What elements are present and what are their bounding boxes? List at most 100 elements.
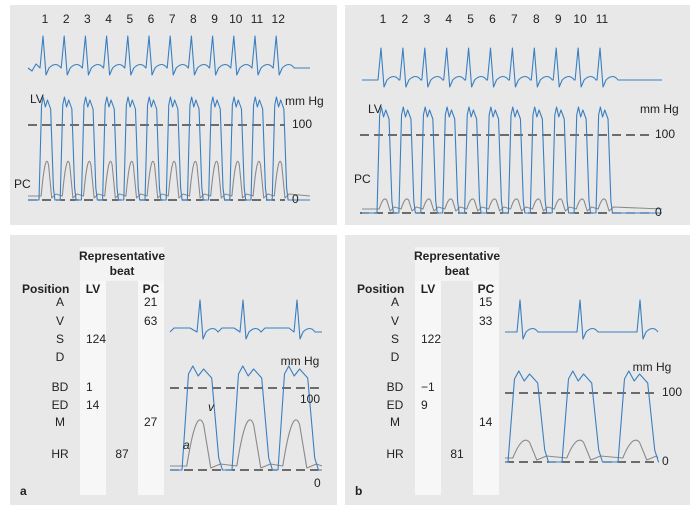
lv-column xyxy=(80,281,106,495)
unit-label: mm Hg xyxy=(633,360,672,374)
row-label: M xyxy=(55,415,65,429)
panel-background xyxy=(10,5,337,225)
panel-background xyxy=(10,235,337,505)
beat-number: 4 xyxy=(105,12,112,26)
pc-trace xyxy=(362,198,663,212)
lv-value: 122 xyxy=(421,332,441,346)
pc-value: 33 xyxy=(479,314,493,328)
lv-label: LV xyxy=(30,92,44,106)
pc-label: PC xyxy=(14,177,31,191)
table-header: Representative beat xyxy=(414,249,501,278)
beat-number: 9 xyxy=(211,12,218,26)
pressure-label: 0 xyxy=(655,205,662,219)
panel-letter: a xyxy=(20,484,27,498)
beat-number: 2 xyxy=(63,12,70,26)
beat-number: 3 xyxy=(84,12,91,26)
row-label: A xyxy=(391,295,399,309)
column-heading: Position xyxy=(22,282,69,296)
lv-trace xyxy=(28,96,310,201)
ecg-trace xyxy=(169,299,322,340)
beat-number: 11 xyxy=(596,12,609,26)
lv-value: 1 xyxy=(86,380,93,394)
lv-column xyxy=(415,281,441,495)
row-label: S xyxy=(391,332,399,346)
pc-trace xyxy=(28,160,311,199)
pc-value: 21 xyxy=(144,295,158,309)
column-heading: Position xyxy=(357,282,404,296)
pressure-label: 100 xyxy=(292,117,312,131)
row-label: HR xyxy=(386,447,404,461)
column-heading: LV xyxy=(86,282,100,296)
pc-value: 27 xyxy=(144,415,158,429)
beat-number: 7 xyxy=(511,12,518,26)
pressure-label: 0 xyxy=(314,476,321,490)
row-label: V xyxy=(391,314,399,328)
pc-value: 14 xyxy=(479,415,493,429)
header-box xyxy=(415,247,499,281)
pressure-label: 100 xyxy=(655,127,675,141)
unit-label: mm Hg xyxy=(285,94,324,108)
lv-trace xyxy=(505,370,660,463)
beat-number: 9 xyxy=(555,12,562,26)
beat-number: 4 xyxy=(445,12,452,26)
panel-background xyxy=(345,5,690,225)
pc-trace xyxy=(170,419,323,469)
unit-label: mm Hg xyxy=(640,102,679,116)
row-label: ED xyxy=(387,398,404,412)
row-label: BD xyxy=(52,380,69,394)
lv-value: 124 xyxy=(86,332,106,346)
lv-label: LV xyxy=(368,102,382,116)
beat-number: 10 xyxy=(573,12,587,26)
panel-background xyxy=(345,235,690,505)
beat-number: 7 xyxy=(169,12,176,26)
row-label: M xyxy=(390,415,400,429)
beat-number: 10 xyxy=(229,12,243,26)
pressure-label: 100 xyxy=(662,385,682,399)
pc-column xyxy=(138,281,164,495)
pc-label: PC xyxy=(354,172,371,186)
row-label: S xyxy=(56,332,64,346)
header-box xyxy=(80,247,164,281)
beat-number: 6 xyxy=(489,12,496,26)
lv-trace xyxy=(362,106,662,214)
row-label: HR xyxy=(51,447,69,461)
lv-value: 9 xyxy=(421,398,428,412)
beat-number: 1 xyxy=(380,12,387,26)
beat-number: 8 xyxy=(190,12,197,26)
row-label: D xyxy=(56,350,65,364)
pc-value: 63 xyxy=(144,314,158,328)
beat-number: 3 xyxy=(423,12,430,26)
column-heading: LV xyxy=(421,282,435,296)
pressure-label: 0 xyxy=(662,454,669,468)
lv-value: −1 xyxy=(421,380,435,394)
row-label: BD xyxy=(387,380,404,394)
panel-letter: b xyxy=(355,484,362,498)
hr-value: 87 xyxy=(115,447,129,461)
row-label: V xyxy=(56,314,64,328)
wave-label: v xyxy=(208,400,215,414)
beat-number: 5 xyxy=(126,12,133,26)
beat-number: 1 xyxy=(42,12,49,26)
ecg-trace xyxy=(505,299,659,340)
pc-column xyxy=(473,281,499,495)
beat-number: 8 xyxy=(533,12,540,26)
row-label: D xyxy=(391,350,400,364)
beat-number: 5 xyxy=(467,12,474,26)
beat-number: 12 xyxy=(272,12,286,26)
pc-trace xyxy=(505,439,659,461)
row-label: ED xyxy=(52,398,69,412)
column-heading: PC xyxy=(143,282,160,296)
lv-value: 14 xyxy=(86,398,100,412)
lv-trace xyxy=(170,365,322,471)
ecg-trace xyxy=(27,35,310,76)
pc-value: 15 xyxy=(479,295,493,309)
unit-label: mm Hg xyxy=(281,354,320,368)
beat-number: 2 xyxy=(402,12,409,26)
beat-number: 11 xyxy=(251,12,264,26)
row-label: A xyxy=(56,295,64,309)
pressure-label: 0 xyxy=(292,192,299,206)
ecg-trace xyxy=(362,47,662,88)
beat-number: 6 xyxy=(148,12,155,26)
